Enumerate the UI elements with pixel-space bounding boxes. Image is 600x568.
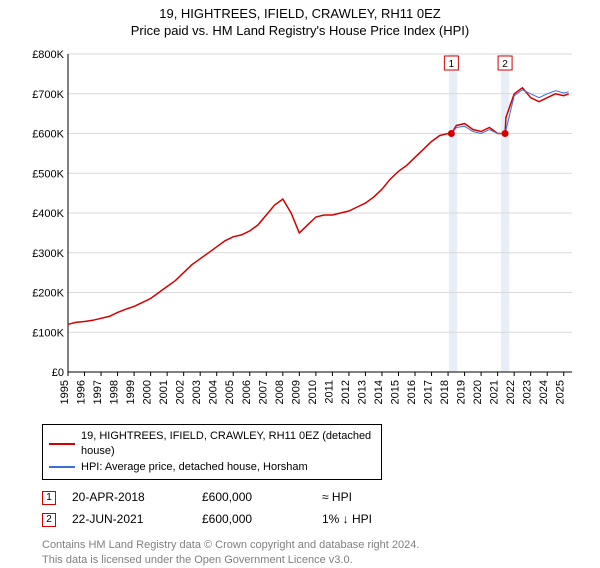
svg-text:2012: 2012	[340, 380, 352, 404]
svg-text:2005: 2005	[224, 380, 236, 404]
svg-text:2002: 2002	[175, 380, 187, 404]
svg-text:1997: 1997	[92, 380, 104, 404]
footer-line2: This data is licensed under the Open Gov…	[42, 553, 558, 568]
svg-text:2008: 2008	[274, 380, 286, 404]
legend-label: HPI: Average price, detached house, Hors…	[81, 460, 308, 475]
price-chart: £0 £100K £200K £300K £400K £500K £600K £700K £80…	[20, 48, 580, 418]
legend-swatch	[49, 466, 75, 468]
svg-text:£800K: £800K	[32, 49, 64, 61]
svg-text:2011: 2011	[323, 380, 335, 404]
svg-text:£700K: £700K	[32, 89, 64, 101]
sale-marker-cell: 2	[42, 511, 72, 527]
legend: 19, HIGHTREES, IFIELD, CRAWLEY, RH11 0EZ…	[42, 424, 382, 480]
svg-text:2022: 2022	[505, 380, 517, 404]
svg-text:2016: 2016	[406, 380, 418, 404]
svg-text:£300K: £300K	[32, 248, 64, 260]
svg-text:2006: 2006	[241, 380, 253, 404]
svg-text:2000: 2000	[142, 380, 154, 404]
sale-row: 2 22-JUN-2021£600,0001% ↓ HPI	[42, 508, 600, 530]
svg-text:2004: 2004	[208, 380, 220, 404]
svg-text:2019: 2019	[456, 380, 468, 404]
footer-line1: Contains HM Land Registry data © Crown c…	[42, 538, 558, 553]
chart-title-line1: 19, HIGHTREES, IFIELD, CRAWLEY, RH11 0EZ	[0, 6, 600, 21]
legend-item: HPI: Average price, detached house, Hors…	[49, 460, 375, 475]
svg-text:2025: 2025	[555, 380, 567, 404]
svg-text:£200K: £200K	[32, 288, 64, 300]
sale-price: £600,000	[202, 512, 322, 526]
sale-delta: 1% ↓ HPI	[322, 512, 442, 526]
sale-marker: 1	[42, 491, 56, 505]
chart-title-line2: Price paid vs. HM Land Registry's House …	[0, 23, 600, 38]
legend-swatch	[49, 443, 75, 445]
sale-row: 1 20-APR-2018£600,000≈ HPI	[42, 486, 600, 508]
svg-text:2015: 2015	[389, 380, 401, 404]
svg-text:£100K: £100K	[32, 327, 64, 339]
svg-text:£500K: £500K	[32, 168, 64, 180]
svg-text:2014: 2014	[373, 380, 385, 404]
svg-text:1: 1	[449, 59, 455, 70]
svg-text:1998: 1998	[109, 380, 121, 404]
legend-item: 19, HIGHTREES, IFIELD, CRAWLEY, RH11 0EZ…	[49, 429, 375, 460]
footer: Contains HM Land Registry data © Crown c…	[42, 538, 558, 568]
sale-date: 22-JUN-2021	[72, 512, 202, 526]
svg-text:2003: 2003	[191, 380, 203, 404]
chart-title-block: 19, HIGHTREES, IFIELD, CRAWLEY, RH11 0EZ…	[0, 0, 600, 38]
chart-area: £0 £100K £200K £300K £400K £500K £600K £700K £80…	[20, 48, 580, 418]
sale-price: £600,000	[202, 490, 322, 504]
svg-text:2020: 2020	[472, 380, 484, 404]
sale-marker: 2	[42, 513, 56, 527]
svg-text:2017: 2017	[423, 380, 435, 404]
svg-text:2009: 2009	[290, 380, 302, 404]
sale-delta: ≈ HPI	[322, 490, 442, 504]
svg-text:2021: 2021	[489, 380, 501, 404]
sales-list: 1 20-APR-2018£600,000≈ HPI 2 22-JUN-2021£60…	[0, 486, 600, 530]
svg-text:1996: 1996	[76, 380, 88, 404]
svg-text:2013: 2013	[356, 380, 368, 404]
svg-text:1995: 1995	[59, 380, 71, 404]
svg-text:2007: 2007	[257, 380, 269, 404]
svg-text:£0: £0	[52, 367, 64, 379]
svg-text:2001: 2001	[158, 380, 170, 404]
svg-text:2: 2	[502, 59, 508, 70]
sale-date: 20-APR-2018	[72, 490, 202, 504]
svg-text:2018: 2018	[439, 380, 451, 404]
svg-text:2024: 2024	[538, 380, 550, 404]
legend-label: 19, HIGHTREES, IFIELD, CRAWLEY, RH11 0EZ…	[81, 429, 375, 460]
svg-text:£400K: £400K	[32, 208, 64, 220]
svg-text:2023: 2023	[522, 380, 534, 404]
sale-marker-cell: 1	[42, 489, 72, 505]
svg-text:£600K: £600K	[32, 129, 64, 141]
svg-text:1999: 1999	[125, 380, 137, 404]
svg-text:2010: 2010	[307, 380, 319, 404]
